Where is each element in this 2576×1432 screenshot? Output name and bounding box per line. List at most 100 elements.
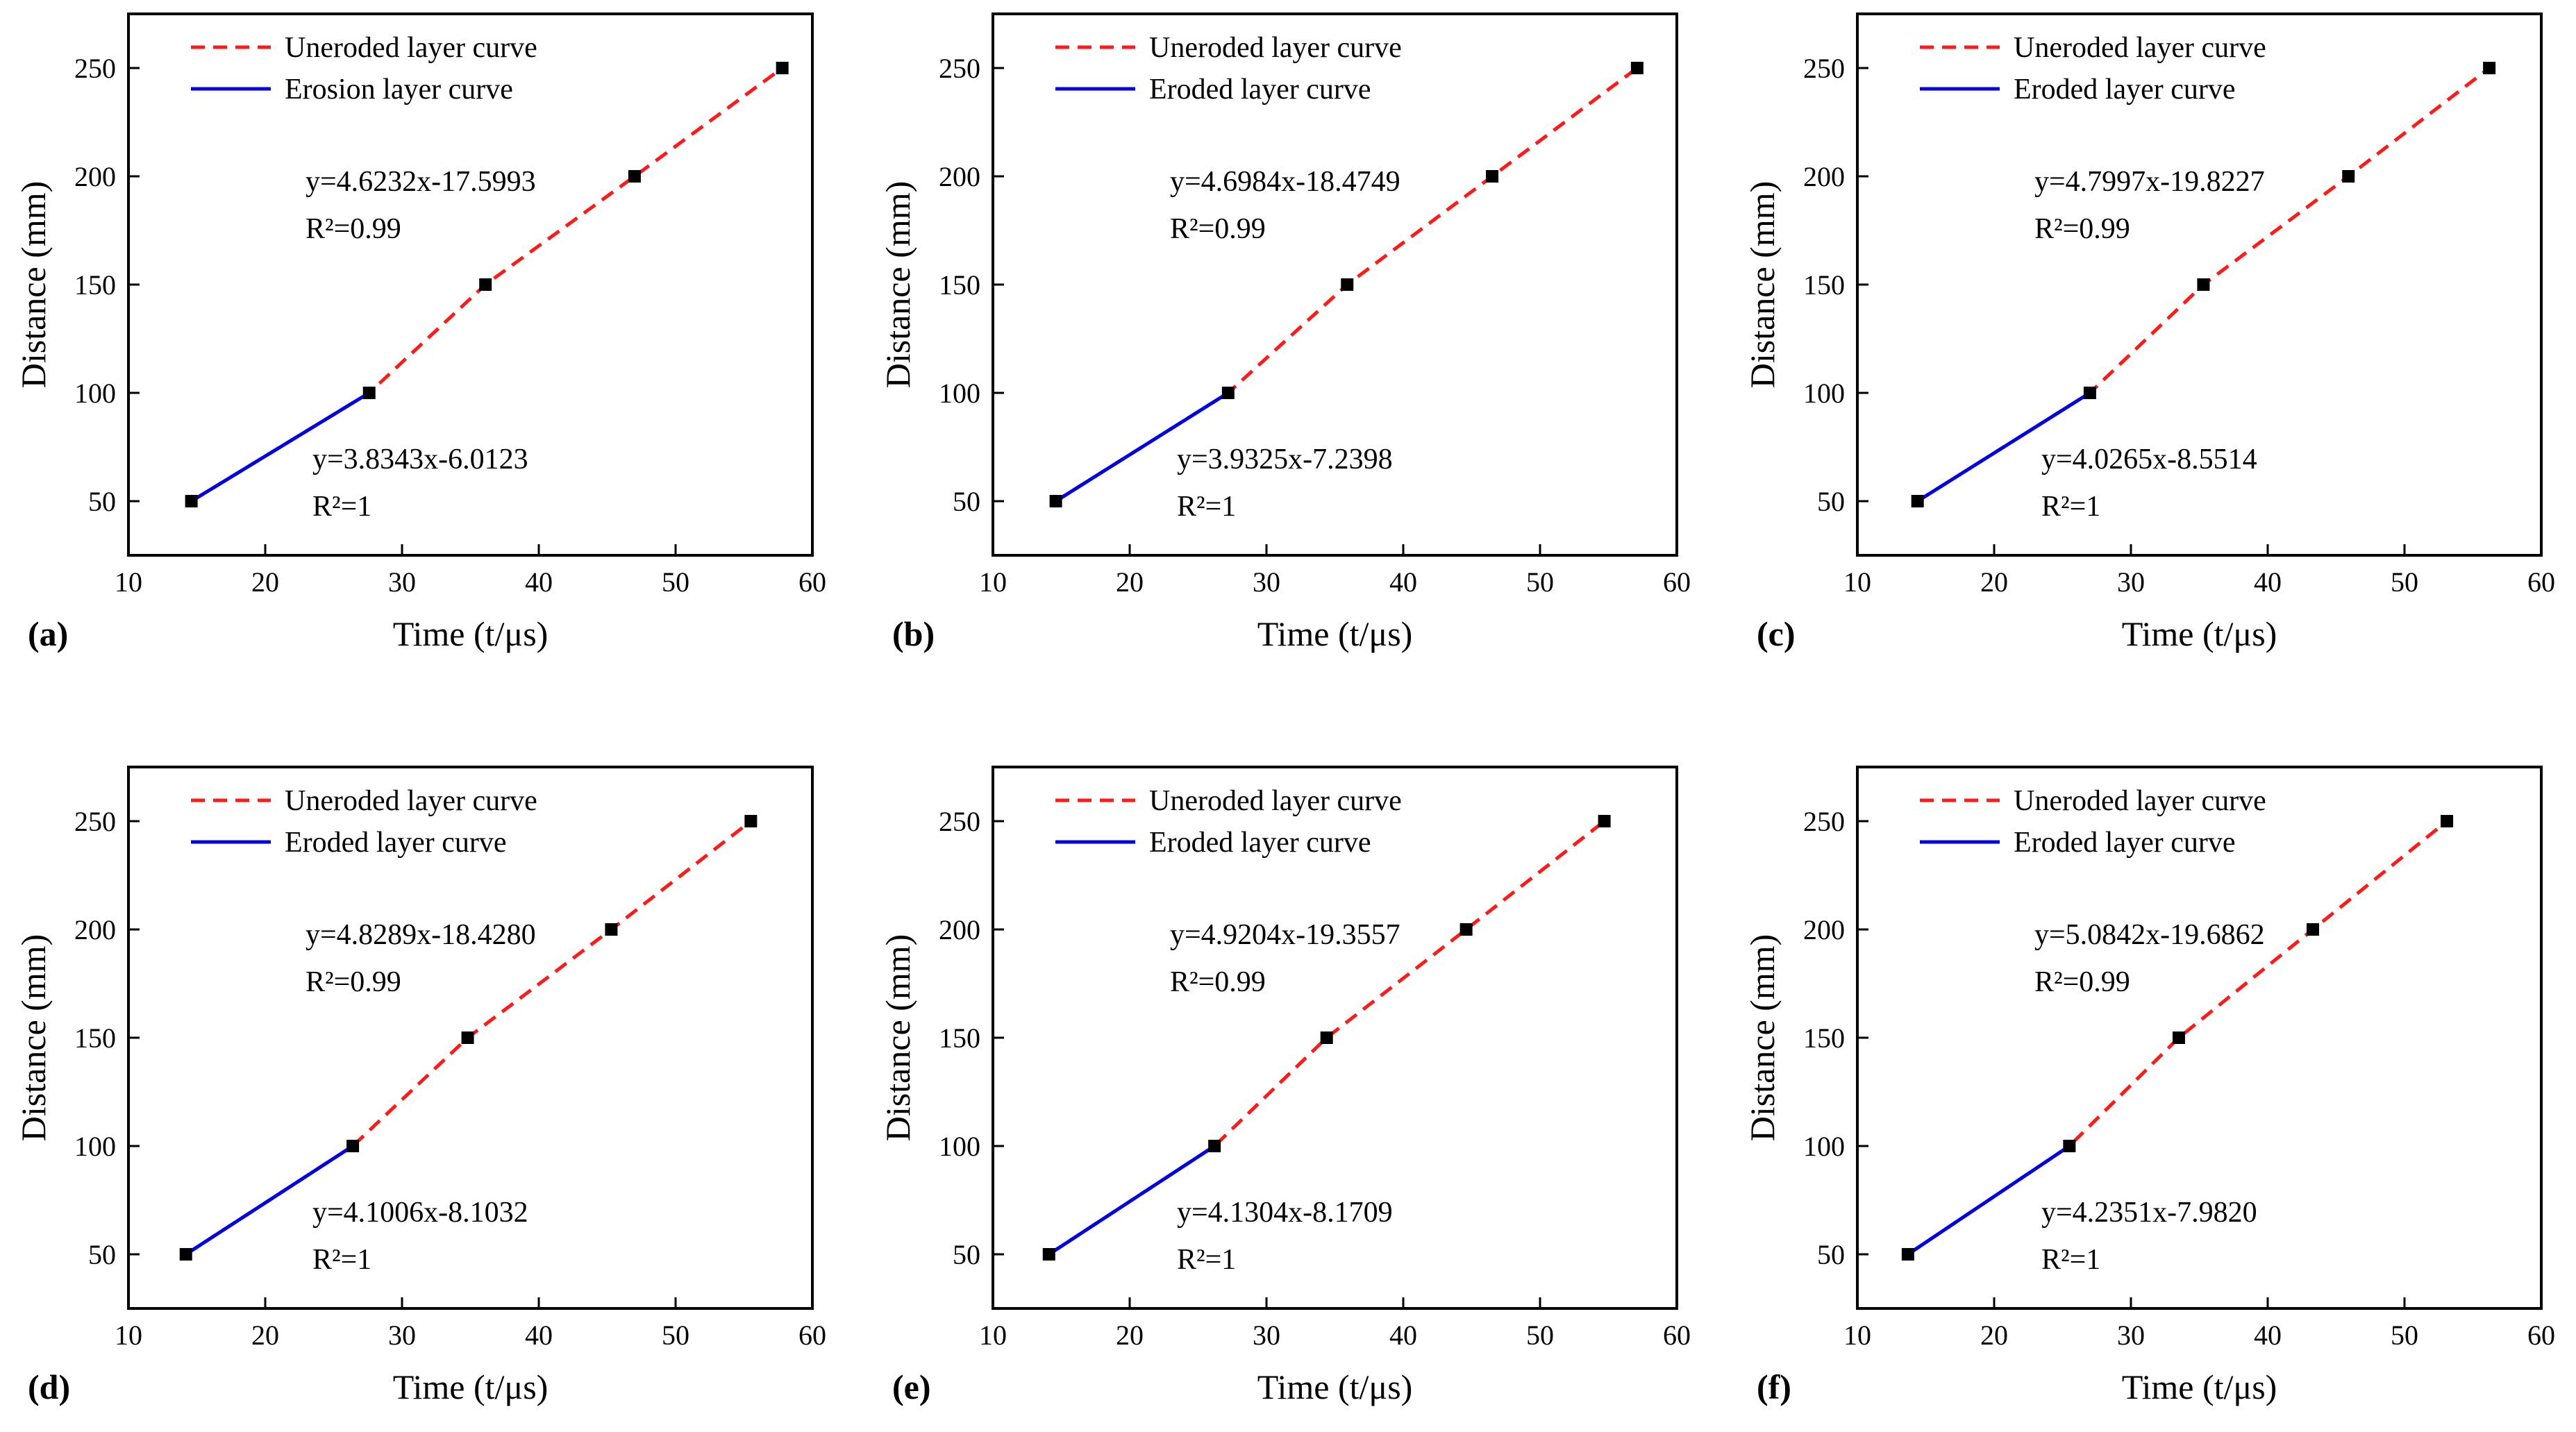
- data-point-marker: [1630, 62, 1644, 74]
- y-tick-label: 50: [1817, 1239, 1845, 1270]
- chart-panel-1: 10 20 30 40 50 60 50 100 150 200 250 Time (t/μs) Dis…: [14, 12, 826, 653]
- x-tick-label: 10: [1843, 1320, 1871, 1351]
- fit-equation-uneroded: y=4.9204x-19.3557: [1170, 919, 1400, 951]
- x-tick-label: 30: [388, 1320, 416, 1351]
- fit-equation-uneroded: y=5.0842x-19.6862: [2034, 919, 2265, 951]
- y-tick-label: 250: [939, 806, 980, 837]
- fit-equation-eroded: y=4.1006x-8.1032: [312, 1197, 528, 1229]
- x-tick-label: 20: [1116, 566, 1144, 598]
- fit-r2-eroded: R²=1: [312, 1244, 371, 1276]
- x-tick-label: 40: [1389, 566, 1417, 598]
- eroded-series-line: [1916, 391, 2091, 503]
- y-tick-label: 100: [1803, 1131, 1845, 1162]
- legend-label-uneroded: Uneroded layer curve: [1149, 785, 1402, 817]
- x-tick-label: 20: [251, 566, 279, 598]
- data-point-marker: [1911, 495, 1924, 507]
- fit-r2-uneroded: R²=0.99: [2034, 966, 2130, 998]
- y-tick-label: 250: [1803, 53, 1845, 84]
- data-point-marker: [1221, 387, 1235, 399]
- data-point-marker: [362, 387, 376, 399]
- y-axis-title: Distance (mm): [14, 934, 53, 1142]
- x-tick-label: 30: [1253, 566, 1280, 598]
- panel-label: (a): [28, 614, 68, 653]
- y-tick-label: 200: [74, 161, 116, 192]
- data-point-marker: [1320, 1031, 1333, 1044]
- eroded-series-line: [1055, 391, 1230, 503]
- x-tick-label: 50: [662, 1320, 689, 1351]
- legend-label-uneroded: Uneroded layer curve: [1149, 32, 1402, 64]
- y-tick-label: 150: [74, 1022, 116, 1054]
- x-tick-label: 10: [979, 566, 1007, 598]
- panel-label: (d): [28, 1367, 70, 1406]
- x-tick-label: 20: [1980, 1320, 2008, 1351]
- x-axis-title: Time (t/μs): [393, 614, 549, 653]
- y-tick-label: 100: [74, 378, 116, 409]
- data-point-marker: [628, 170, 641, 183]
- x-tick-label: 60: [2527, 1320, 2555, 1351]
- chart-panel-6: 10 20 30 40 50 60 50 100 150 200 250 Time (t/μs) Dis…: [1743, 766, 2555, 1406]
- x-tick-label: 50: [2391, 1320, 2418, 1351]
- panel-label: (b): [892, 614, 935, 653]
- data-point-marker: [2063, 1140, 2076, 1152]
- y-axis-title: Distance (mm): [14, 181, 53, 389]
- x-tick-label: 40: [2254, 1320, 2282, 1351]
- fit-equation-uneroded: y=4.8289x-18.4280: [306, 919, 536, 951]
- fit-r2-uneroded: R²=0.99: [2034, 213, 2130, 245]
- data-point-marker: [1486, 170, 1499, 183]
- chart-panel-4: 10 20 30 40 50 60 50 100 150 200 250 Time (t/μs) Dis…: [14, 766, 826, 1406]
- legend-label-uneroded: Uneroded layer curve: [285, 32, 537, 64]
- x-tick-label: 40: [525, 566, 553, 598]
- fit-equation-eroded: y=4.1304x-8.1709: [1177, 1197, 1393, 1229]
- data-point-marker: [479, 278, 492, 291]
- data-point-marker: [1042, 1248, 1055, 1261]
- x-tick-label: 50: [662, 566, 689, 598]
- data-point-marker: [185, 495, 198, 507]
- y-tick-label: 150: [939, 1022, 980, 1054]
- data-point-marker: [2083, 387, 2096, 399]
- y-axis-title: Distance (mm): [1743, 934, 1782, 1142]
- x-tick-label: 10: [979, 1320, 1007, 1351]
- x-tick-label: 30: [2117, 566, 2145, 598]
- fit-r2-eroded: R²=1: [2041, 1244, 2100, 1276]
- y-axis-title: Distance (mm): [878, 181, 917, 389]
- y-axis-title: Distance (mm): [878, 934, 917, 1142]
- data-point-marker: [346, 1140, 360, 1152]
- data-point-marker: [605, 923, 618, 936]
- y-tick-label: 100: [939, 378, 980, 409]
- fit-r2-uneroded: R²=0.99: [1170, 213, 1266, 245]
- legend-label-eroded: Eroded layer curve: [2014, 74, 2236, 106]
- data-point-marker: [1049, 495, 1062, 507]
- y-tick-label: 150: [1803, 269, 1845, 301]
- x-tick-label: 50: [2391, 566, 2418, 598]
- data-point-marker: [1341, 278, 1354, 291]
- fit-equation-uneroded: y=4.6232x-17.5993: [306, 166, 536, 198]
- fit-equation-uneroded: y=4.7997x-19.8227: [2034, 166, 2265, 198]
- data-point-marker: [2197, 278, 2210, 291]
- x-tick-label: 40: [2254, 566, 2282, 598]
- y-tick-label: 150: [1803, 1022, 1845, 1054]
- x-tick-label: 40: [525, 1320, 553, 1351]
- legend-label-eroded: Eroded layer curve: [1149, 827, 1371, 859]
- legend-label-eroded: Erosion layer curve: [285, 74, 513, 106]
- legend-label-eroded: Eroded layer curve: [1149, 74, 1371, 106]
- chart-panel-3: 10 20 30 40 50 60 50 100 150 200 250 Time (t/μs) Dis…: [1743, 12, 2555, 653]
- eroded-series-line: [1907, 1144, 2071, 1256]
- x-tick-label: 10: [1843, 566, 1871, 598]
- eroded-series-line: [185, 1144, 354, 1256]
- y-tick-label: 50: [953, 486, 980, 517]
- y-tick-label: 200: [939, 161, 980, 192]
- chart-panel-2: 10 20 30 40 50 60 50 100 150 200 250 Time (t/μs) Dis…: [878, 12, 1691, 653]
- x-tick-label: 60: [798, 1320, 826, 1351]
- x-axis-title: Time (t/μs): [1257, 1367, 1413, 1406]
- data-point-marker: [1208, 1140, 1221, 1152]
- data-point-marker: [744, 815, 758, 827]
- y-tick-label: 100: [939, 1131, 980, 1162]
- x-tick-label: 60: [1663, 1320, 1691, 1351]
- eroded-series-line: [190, 391, 371, 503]
- fit-r2-eroded: R²=1: [1177, 1244, 1236, 1276]
- legend-label-uneroded: Uneroded layer curve: [2014, 785, 2266, 817]
- y-tick-label: 200: [1803, 914, 1845, 945]
- y-axis-title: Distance (mm): [1743, 181, 1782, 389]
- data-point-marker: [2172, 1031, 2185, 1044]
